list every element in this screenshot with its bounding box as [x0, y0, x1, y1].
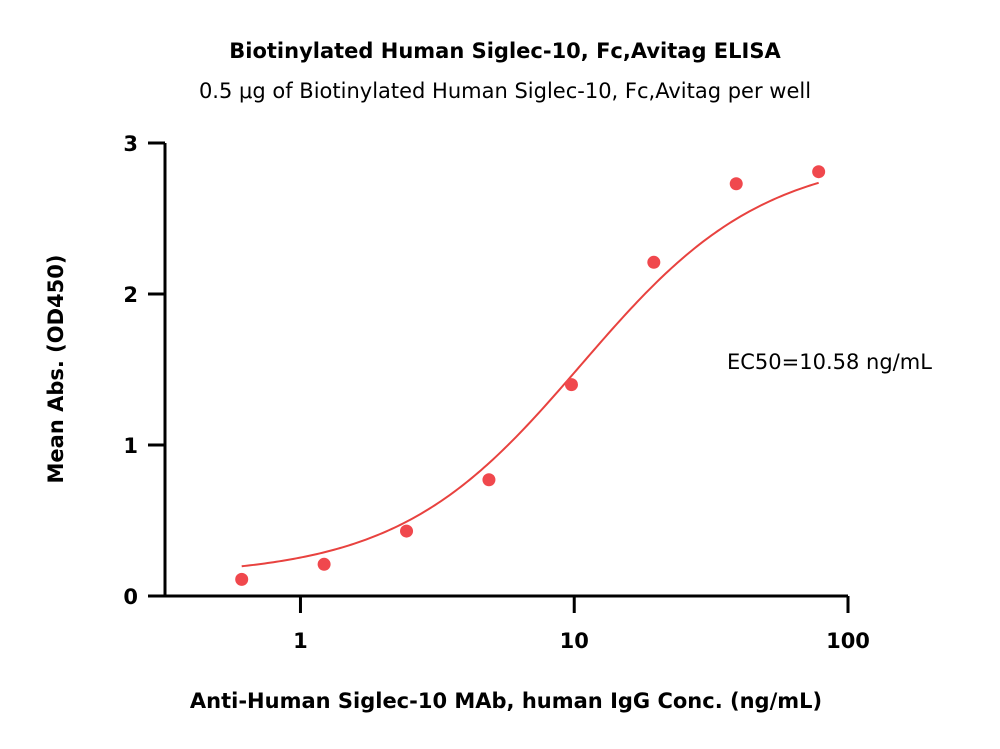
x-axis-label: Anti-Human Siglec-10 MAb, human IgG Conc…	[190, 689, 822, 713]
y-tick-label: 3	[123, 132, 138, 156]
data-point	[729, 177, 743, 191]
y-ticks: 0 1 2 3	[123, 132, 165, 609]
data-point	[564, 378, 578, 392]
ec50-annotation: EC50=10.58 ng/mL	[727, 350, 932, 374]
y-axis-label: Mean Abs. (OD450)	[44, 255, 68, 484]
x-tick-label: 10	[560, 629, 589, 653]
chart-title: Biotinylated Human Siglec-10, Fc,Avitag …	[229, 39, 781, 63]
x-tick-label: 100	[826, 629, 870, 653]
data-point	[235, 572, 249, 586]
data-points	[235, 165, 826, 586]
fit-curve	[241, 181, 819, 568]
data-point	[482, 473, 496, 487]
y-tick-label: 1	[123, 434, 138, 458]
data-point	[812, 165, 826, 179]
data-point	[317, 557, 331, 571]
data-point	[647, 255, 661, 269]
x-ticks: 1 10 100	[293, 596, 870, 653]
x-tick-label: 1	[293, 629, 308, 653]
data-point	[400, 524, 414, 538]
chart-subtitle: 0.5 μg of Biotinylated Human Siglec-10, …	[199, 79, 811, 103]
y-tick-label: 2	[123, 283, 138, 307]
y-tick-label: 0	[123, 585, 138, 609]
axes	[163, 143, 848, 598]
